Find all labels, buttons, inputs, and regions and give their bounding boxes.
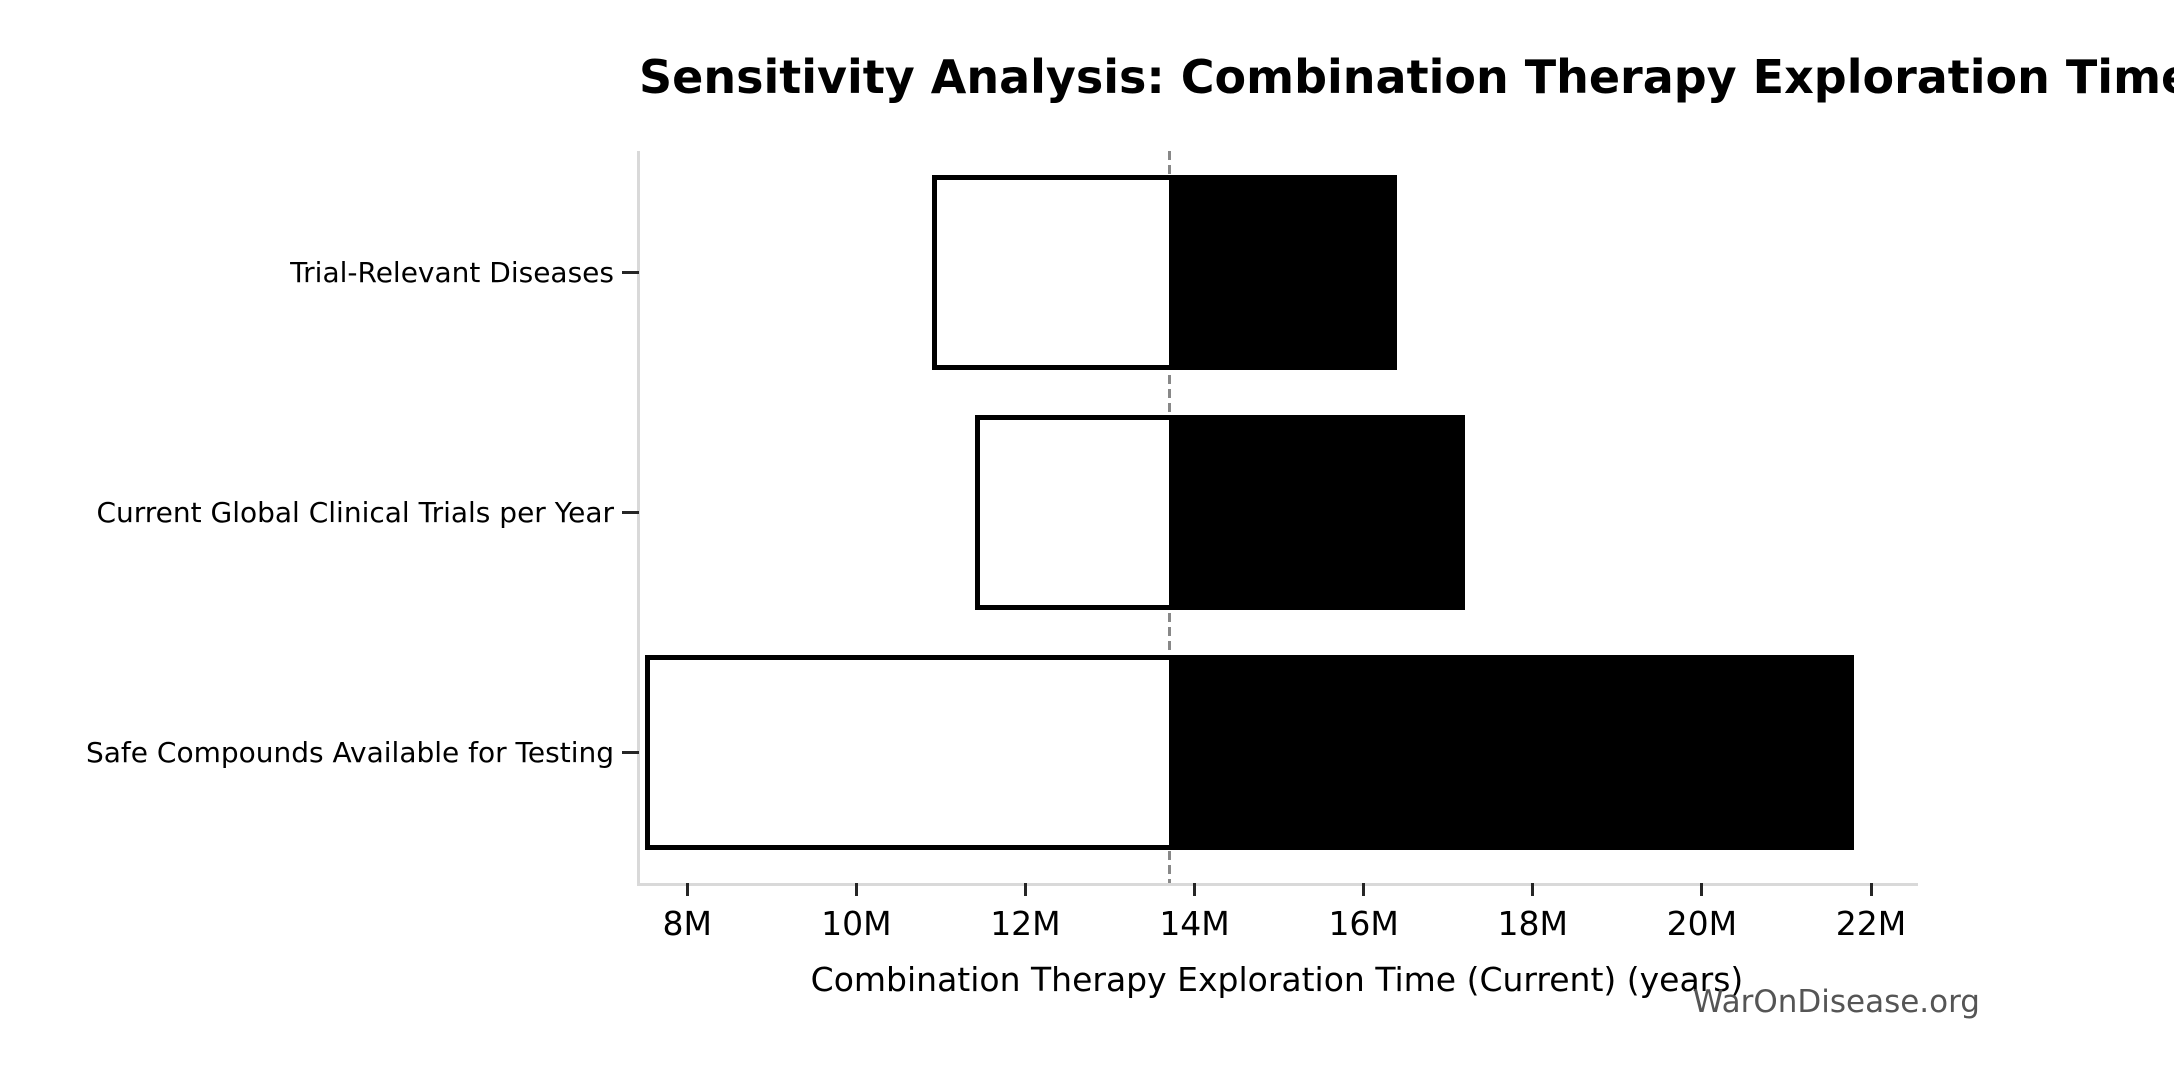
x-tick-label: 12M [990,904,1061,943]
x-tick-mark [1193,883,1197,896]
x-tick-label: 8M [662,904,712,943]
x-tick-mark [1362,883,1366,896]
x-axis-title: Combination Therapy Exploration Time (Cu… [810,960,1744,999]
x-tick-label: 14M [1159,904,1230,943]
x-tick-mark [1869,883,1873,896]
y-axis-spine [637,151,640,886]
y-axis-label-trial-relevant-diseases: Trial-Relevant Diseases [290,255,614,289]
y-tick-mark [622,271,639,274]
y-axis-label-current-global-clinical-trials-per-year: Current Global Clinical Trials per Year [96,495,614,529]
bar-high-segment-current-global-clinical-trials-per-year [1169,415,1466,610]
x-tick-label: 18M [1497,904,1569,943]
y-tick-mark [622,511,639,514]
chart-title: Sensitivity Analysis: Combination Therap… [639,50,2174,104]
x-axis-spine [637,883,1918,886]
x-tick-label: 16M [1328,904,1399,943]
x-tick-label: 22M [1835,904,1907,943]
x-tick-mark [1023,883,1027,896]
bar-high-segment-safe-compounds-available-for-testing [1169,655,1855,850]
x-tick-label: 20M [1666,904,1738,943]
x-tick-mark [685,883,689,896]
y-tick-mark [622,751,639,754]
x-tick-mark [1700,883,1704,896]
watermark-text: WarOnDisease.org [1692,984,1980,1020]
y-axis-label-safe-compounds-available-for-testing: Safe Compounds Available for Testing [85,735,614,769]
x-tick-mark [854,883,858,896]
bar-high-segment-trial-relevant-diseases [1169,175,1398,370]
x-tick-mark [1531,883,1535,896]
x-tick-label: 10M [821,904,892,943]
